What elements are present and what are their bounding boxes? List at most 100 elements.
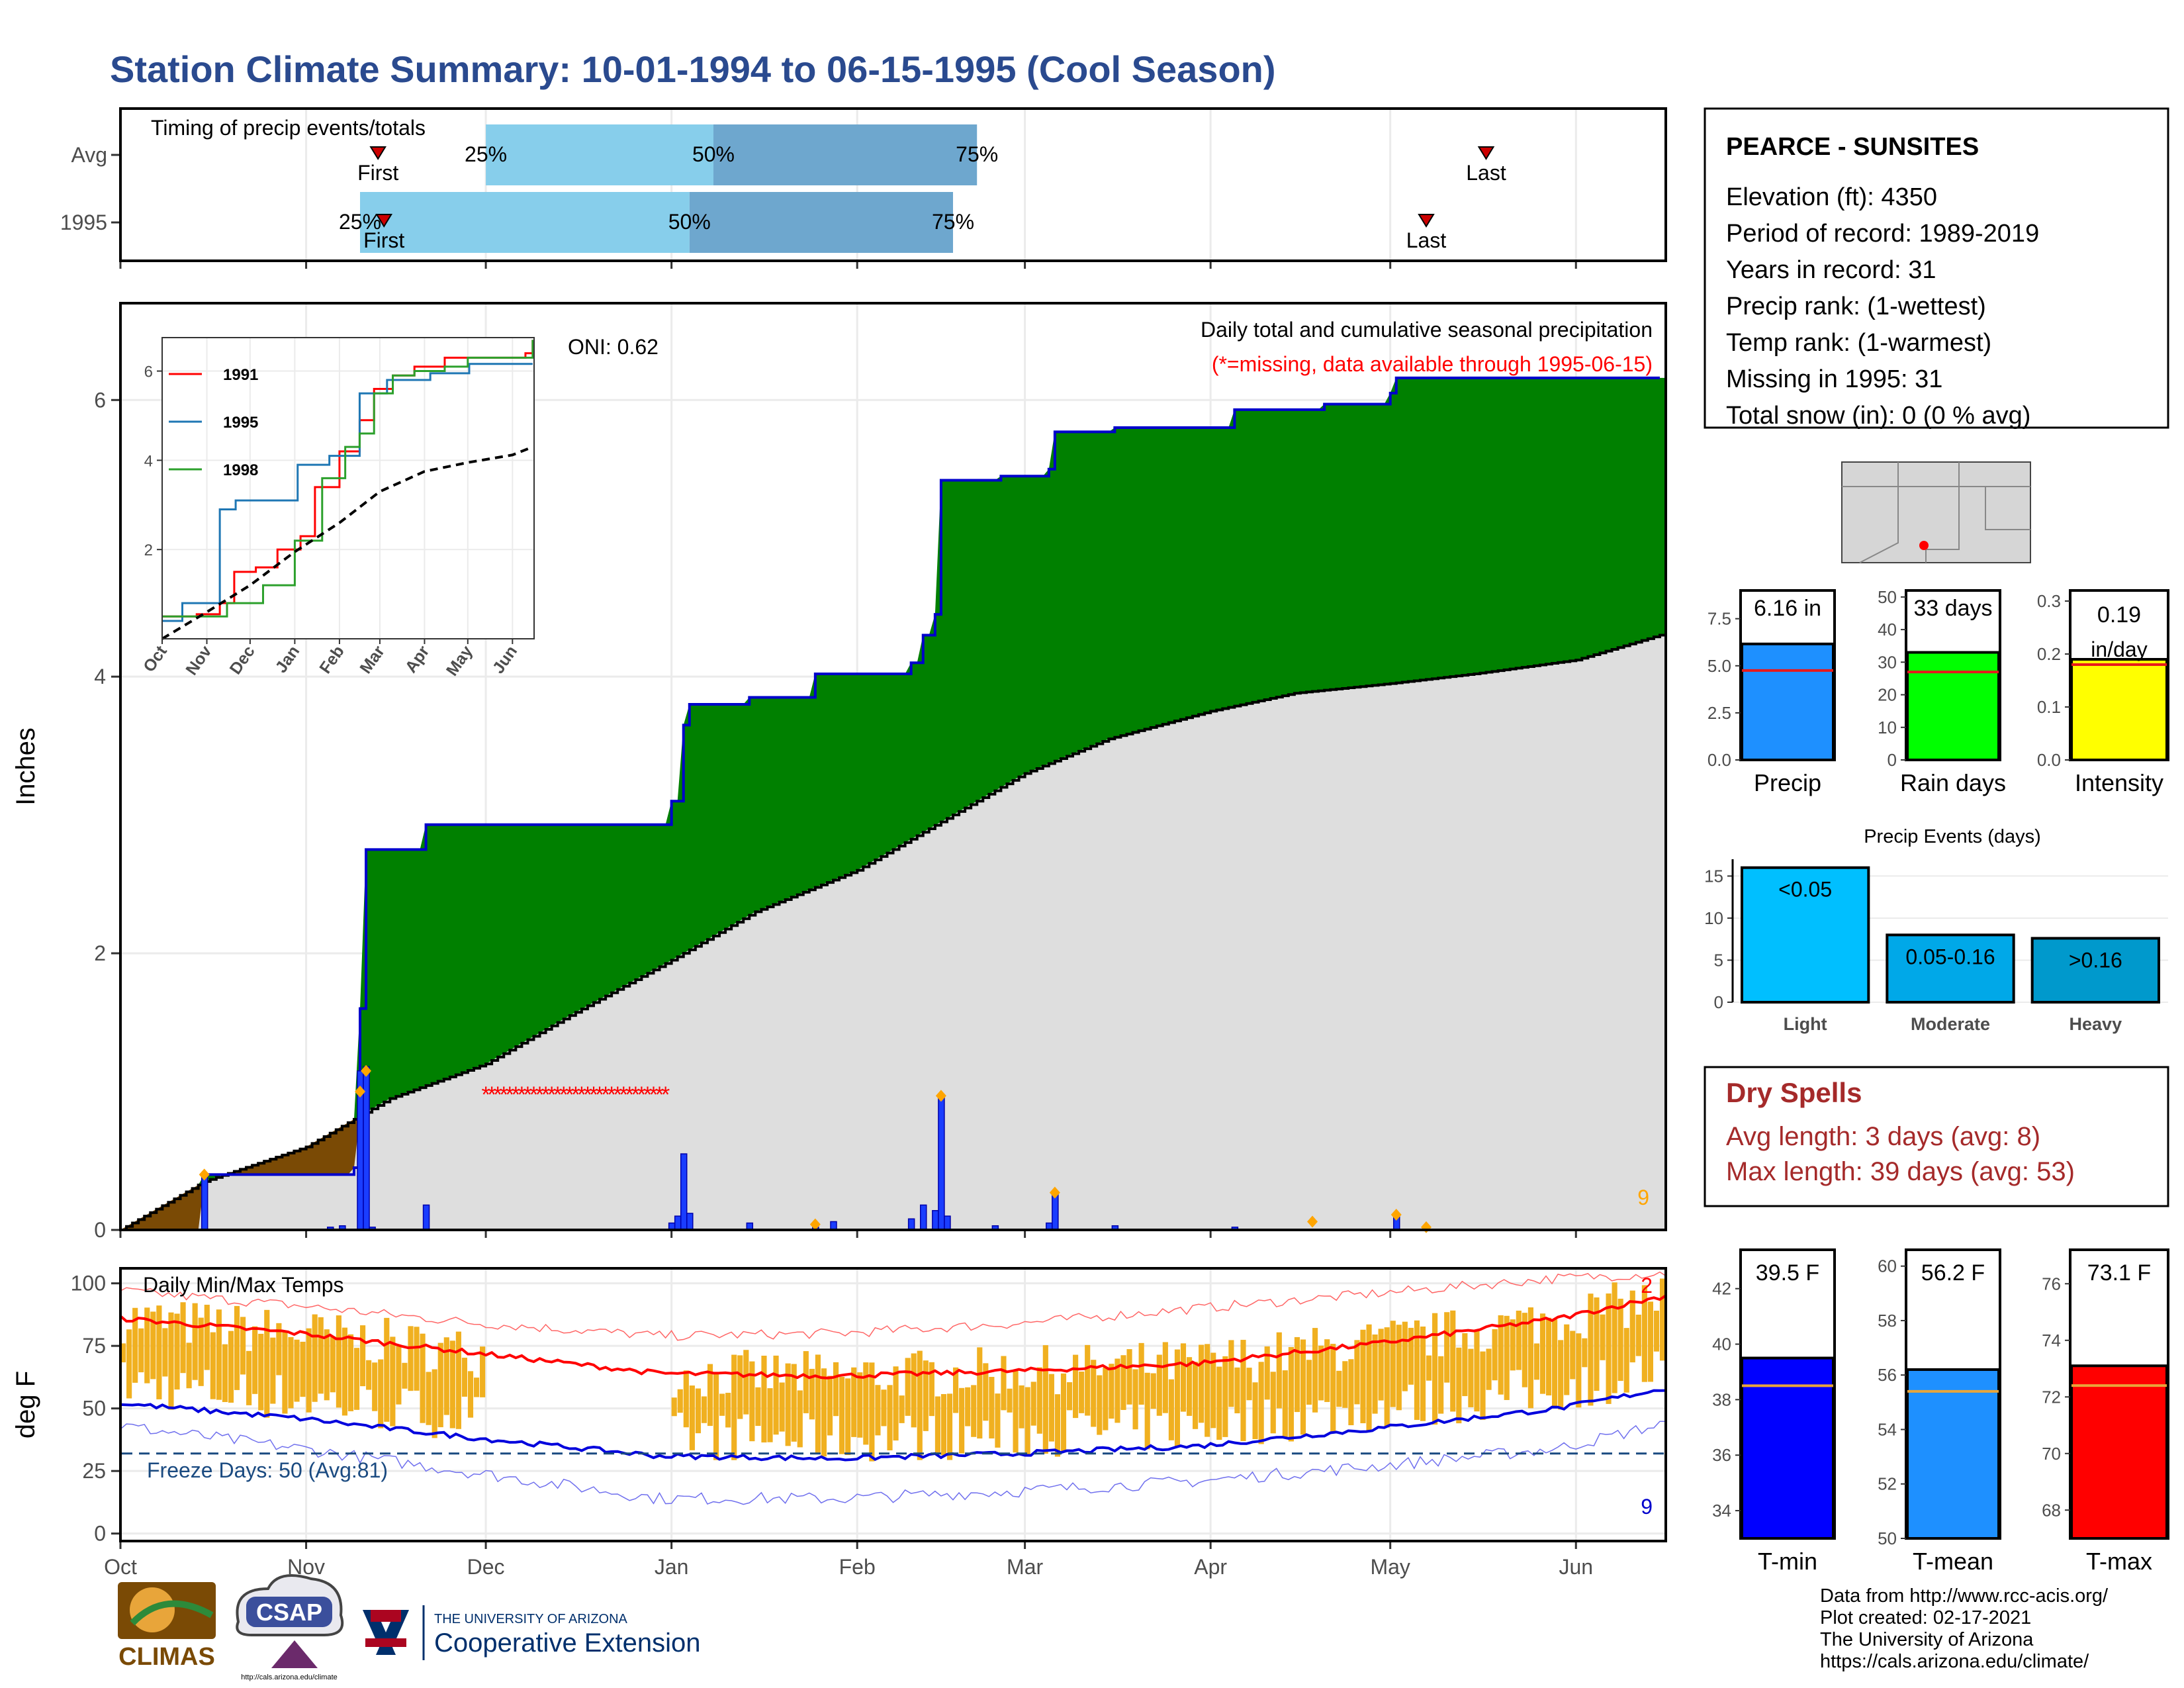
mini-chart-category-label: Intensity [2075, 769, 2163, 796]
missing-data-mark: * [637, 1082, 646, 1107]
mini-chart-ytick-label: 50 [1878, 1528, 1897, 1548]
temp-corner-bottom: 9 [1641, 1495, 1653, 1519]
timing-last-label: Last [1406, 228, 1447, 252]
observed-cumulative-line [120, 376, 1660, 1231]
record-low-line [120, 1421, 1666, 1505]
daily-temp-bar [1180, 1343, 1187, 1412]
mini-chart-frame [2069, 1248, 2169, 1540]
daily-temp-bar [473, 1378, 480, 1397]
inset-legend-label: 1991 [223, 366, 258, 384]
inset-ytick-label: 4 [144, 452, 153, 470]
daily-temp-bar [887, 1385, 893, 1450]
daily-temp-bar [1066, 1382, 1073, 1411]
daily-temp-bar [306, 1328, 312, 1413]
daily-precip-bar [201, 1174, 208, 1231]
mini-chart-ytick-label: 5.0 [1707, 656, 1731, 676]
temp-ytick-label: 75 [82, 1334, 106, 1358]
dry-spells-max: Max length: 39 days (avg: 53) [1726, 1157, 2075, 1186]
mini-chart-value-sublabel: in/day [2091, 637, 2147, 661]
daily-temp-bar [138, 1328, 144, 1373]
daily-temp-bar [929, 1362, 934, 1417]
mini-chart-bar [2070, 658, 2168, 761]
daily-temp-bar [1426, 1355, 1432, 1381]
timing-label-50: 50% [668, 210, 711, 234]
daily-temp-bar [1324, 1339, 1330, 1402]
daily-temp-bar [803, 1351, 809, 1413]
daily-temp-bar [1558, 1340, 1564, 1410]
daily-temp-bar [372, 1362, 378, 1411]
daily-temp-bar [695, 1388, 701, 1434]
mini-chart-category-label: Rain days [1900, 769, 2006, 796]
daily-temp-bar [1522, 1313, 1527, 1387]
mini-chart-ytick-label: 0.1 [2037, 697, 2061, 717]
daily-temp-bar [1300, 1339, 1306, 1435]
daily-temp-bar [1168, 1379, 1174, 1440]
daily-temp-bar [198, 1317, 204, 1386]
daily-temp-bar [1150, 1373, 1156, 1409]
daily-temp-bar [1600, 1314, 1606, 1360]
mini-chart-category-label: T-mean [1913, 1548, 1993, 1575]
missing-data-mark: * [595, 1082, 604, 1107]
daily-temp-bar [1378, 1329, 1384, 1401]
daily-temp-bar [791, 1364, 797, 1442]
missing-data-mark: * [523, 1082, 532, 1107]
precip-events-title: Precip Events (days) [1864, 826, 2041, 847]
daily-temp-bar [821, 1368, 827, 1457]
events-bar [2030, 937, 2161, 1004]
missing-data-mark: * [601, 1082, 610, 1107]
inset-ytick-label: 2 [144, 541, 153, 559]
daily-temp-bar [719, 1393, 725, 1416]
credit-line: The University of Arizona [1820, 1629, 2034, 1650]
daily-precip-bar [422, 1204, 430, 1231]
daily-temp-bar [1396, 1325, 1402, 1411]
daily-temp-bar [1647, 1301, 1653, 1382]
mini-chart-bar [2070, 1364, 2168, 1540]
daily-temp-bar [1629, 1290, 1635, 1363]
daily-temp-bar [276, 1323, 282, 1376]
station-info-line: Years in record: 31 [1726, 256, 1936, 284]
daily-precip-bar [686, 1213, 694, 1231]
mini-chart-bar [1906, 651, 2000, 761]
inset-legend-label: 1995 [223, 414, 258, 432]
daily-temp-bar [360, 1325, 366, 1387]
daily-temp-bar [1456, 1347, 1462, 1424]
daily-temp-bar [1617, 1298, 1623, 1382]
daily-temp-bar [1276, 1332, 1282, 1409]
daily-temp-bar [1360, 1329, 1366, 1424]
daily-temp-bar [353, 1348, 360, 1410]
daily-temp-bar [1372, 1334, 1378, 1414]
events-category-label: Light [1784, 1014, 1827, 1034]
timing-first-marker [375, 214, 393, 228]
daily-temp-bar [1042, 1345, 1048, 1454]
daily-temp-bar [881, 1389, 887, 1427]
mini-chart-frame [1905, 1248, 2001, 1540]
missing-data-mark: * [565, 1082, 574, 1107]
daily-temp-bar [905, 1358, 911, 1416]
timing-label-50: 50% [692, 142, 735, 166]
daily-temp-bar [851, 1367, 857, 1437]
daily-temp-bar [1516, 1310, 1522, 1370]
daily-temp-bar [797, 1390, 803, 1448]
daily-temp-bar [1539, 1313, 1546, 1394]
precip-event-marker [199, 1168, 210, 1181]
daily-temp-bar [347, 1334, 354, 1411]
daily-temp-bar [1258, 1362, 1264, 1444]
credit-line: https://cals.arizona.edu/climate/ [1820, 1651, 2089, 1672]
daily-temp-bar [1103, 1367, 1109, 1430]
daily-temp-bar [1222, 1356, 1228, 1437]
precip-event-marker [355, 1086, 366, 1098]
daily-temp-bar [1079, 1371, 1085, 1413]
daily-temp-bar [366, 1360, 372, 1390]
daily-temp-bar [300, 1341, 306, 1397]
missing-data-mark: * [518, 1082, 526, 1107]
station-info-line: Temp rank: (1-warmest) [1726, 329, 1991, 357]
precip-subtitle: (*=missing, data available through 1995-… [1212, 352, 1653, 376]
dry-spells-title: Dry Spells [1726, 1077, 1862, 1108]
daily-precip-bar [674, 1215, 682, 1231]
daily-temp-bar [461, 1358, 468, 1397]
daily-temp-bar [432, 1369, 437, 1438]
daily-temp-bar [827, 1376, 833, 1436]
missing-data-mark: * [547, 1082, 556, 1107]
daily-temp-bar [186, 1342, 192, 1389]
